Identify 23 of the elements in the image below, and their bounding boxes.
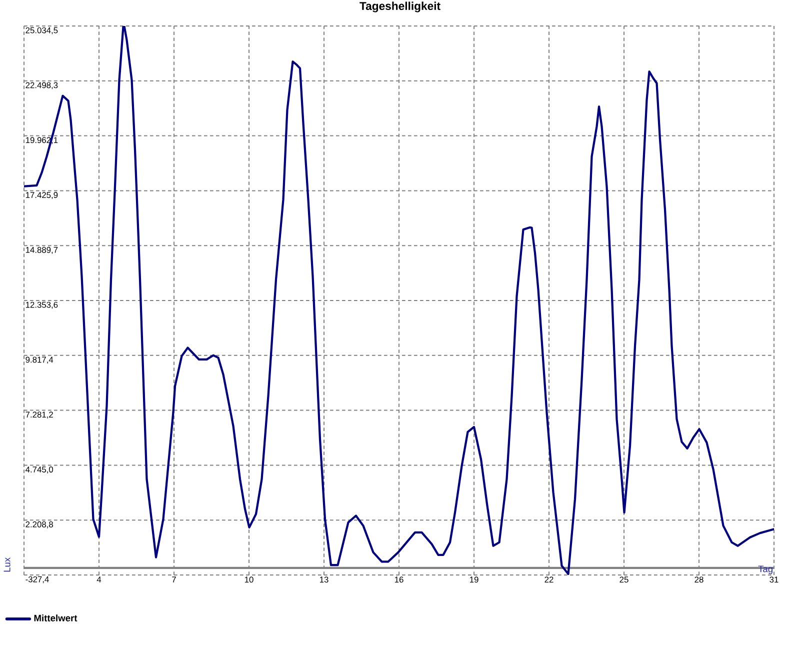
- x-tick-label: 10: [244, 576, 254, 583]
- x-tick-label: 7: [172, 576, 176, 582]
- x-tick-label: 4: [96, 576, 102, 582]
- x-tick-label: 19: [470, 576, 478, 583]
- y-tick-label: -327,4: [26, 576, 49, 584]
- legend-label: Mittelwert: [34, 614, 78, 622]
- x-tick-label: 16: [394, 576, 404, 583]
- x-tick-label: 22: [544, 576, 554, 582]
- y-tick-label: 22.498,3: [26, 82, 58, 90]
- y-tick-label: 25.034,5: [26, 27, 58, 34]
- y-tick-label: 4.745,0: [26, 466, 54, 474]
- y-tick-label: 17.425,9: [26, 192, 58, 199]
- y-tick-label: 2.208,8: [26, 521, 53, 528]
- y-tick-label: 7.281,2: [26, 412, 53, 419]
- x-tick-label: 28: [694, 576, 704, 583]
- chart-title: Tageshelligkeit: [360, 2, 440, 12]
- y-tick-label: 14.889,7: [26, 246, 58, 254]
- x-tick-label: 13: [320, 576, 328, 583]
- y-tick-label: 12.353,6: [26, 302, 58, 309]
- y-tick-label: 9.817,4: [26, 356, 54, 364]
- x-tick-label: 31: [770, 576, 778, 583]
- x-tick-label: 25: [620, 576, 628, 583]
- y-axis-title: Lux: [4, 557, 10, 572]
